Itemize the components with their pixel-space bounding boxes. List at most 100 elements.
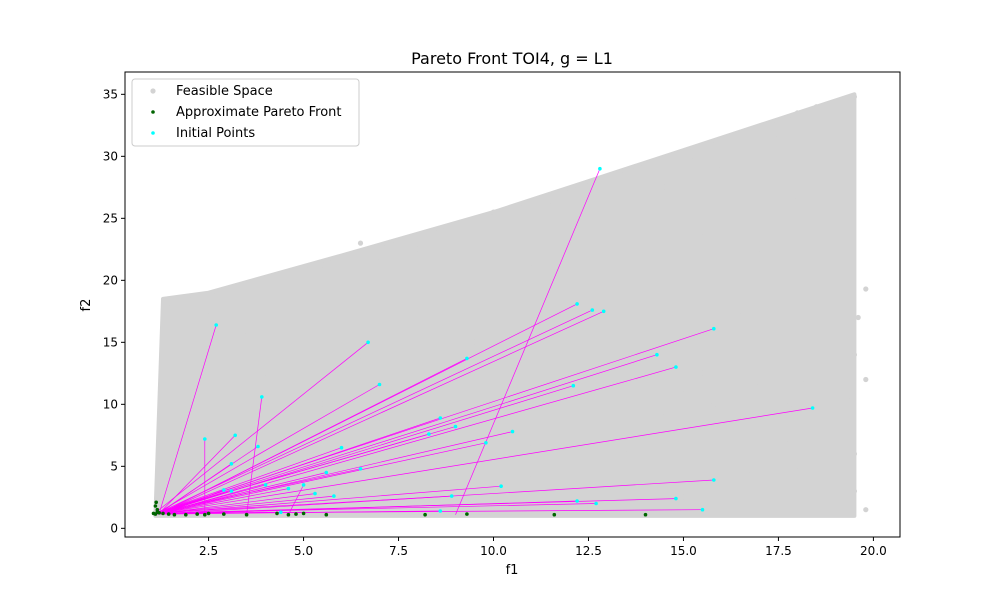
feasible-point [247, 283, 253, 290]
initial-point [222, 488, 226, 492]
initial-point [332, 494, 336, 498]
descent-path [159, 431, 513, 514]
feasible-point [737, 147, 744, 153]
feasible-point [863, 507, 869, 513]
x-tick-label: 5.0 [294, 544, 313, 558]
feasible-point [263, 370, 269, 376]
descent-path [158, 435, 236, 514]
feasible-point [623, 178, 630, 184]
descent-path [155, 447, 342, 514]
feasible-point [787, 401, 793, 407]
initial-point [601, 309, 606, 314]
x-tick-label: 2.5 [199, 544, 218, 558]
descent-path [159, 442, 486, 514]
initial-point [655, 352, 659, 357]
initial-point [229, 489, 234, 493]
feasible-point [749, 469, 755, 476]
plot-frame [124, 71, 901, 538]
pareto-point [166, 512, 171, 516]
feasible-point [301, 321, 307, 327]
initial-point [598, 166, 602, 171]
feasible-point [813, 283, 820, 290]
initial-point [339, 445, 344, 450]
pareto-point [154, 500, 158, 505]
feasible-point [794, 463, 801, 469]
feasible-point [756, 383, 763, 389]
descent-path [157, 309, 593, 514]
initial-point [575, 499, 579, 503]
initial-point [438, 509, 443, 513]
initial-point [674, 365, 678, 369]
initial-point [438, 416, 443, 420]
feasible-point [471, 414, 478, 420]
initial-point [712, 326, 716, 331]
descent-path [159, 488, 289, 514]
feasible-point [433, 463, 440, 469]
feasible-point [718, 166, 725, 172]
initial-point [449, 494, 454, 498]
feasible-point [851, 451, 858, 457]
y-axis-ticks: 0 5 10 15 20 25 30 35 [103, 87, 125, 535]
feasible-point [578, 190, 584, 197]
descent-path [159, 485, 502, 514]
feasible-point [737, 308, 744, 314]
feasible-point [376, 259, 383, 265]
initial-point [313, 491, 317, 496]
feasible-point [756, 178, 763, 184]
initial-point [377, 382, 382, 387]
feasible-point [282, 290, 288, 296]
feasible-point [623, 252, 630, 259]
feasible-point [851, 488, 858, 494]
feasible-point [851, 352, 858, 358]
legend-pareto-marker [151, 110, 155, 114]
initial-point [465, 356, 469, 361]
legend-feasible-marker [150, 88, 156, 94]
x-axis-ticks: 2.5 5.0 7.5 10.0 12.5 15.0 17.5 20.0 [199, 537, 887, 558]
pareto-point [286, 512, 291, 517]
y-tick-label: 5 [110, 459, 118, 473]
descent-path [155, 511, 281, 514]
feasible-point [471, 339, 478, 345]
pareto-point [222, 512, 226, 516]
feasible-point [661, 184, 668, 190]
descent-path [155, 384, 380, 515]
x-tick-label: 10.0 [480, 544, 507, 558]
descent-path [155, 342, 369, 514]
feasible-point [452, 240, 459, 246]
y-tick-label: 10 [103, 397, 118, 411]
feasible-point [319, 401, 326, 407]
pareto-point [423, 512, 427, 517]
initial-point [366, 340, 370, 345]
pareto-point [161, 511, 165, 516]
feasible-point [756, 246, 763, 252]
descent-paths [155, 168, 813, 515]
descent-path [158, 324, 217, 514]
feasible-space [153, 92, 869, 518]
descent-path [159, 463, 232, 514]
feasible-point [688, 153, 694, 159]
pareto-point [155, 507, 160, 512]
pareto-point [206, 511, 211, 516]
y-tick-label: 15 [103, 335, 118, 349]
feasible-point [244, 333, 250, 339]
feasible-point [642, 473, 649, 479]
y-tick-label: 25 [103, 211, 118, 225]
chart-title: Pareto Front TOI4, g = L1 [411, 49, 613, 68]
feasible-point [357, 240, 364, 246]
legend-initial-marker [151, 131, 155, 135]
descent-path [155, 503, 597, 514]
descent-path [157, 495, 452, 514]
feasible-point [832, 128, 839, 135]
feasible-point [840, 203, 846, 209]
descent-path [157, 354, 658, 514]
feasible-point [566, 407, 573, 414]
feasible-point [528, 265, 535, 271]
pareto-point [301, 511, 306, 516]
feasible-point [863, 286, 869, 292]
feasible-point [787, 438, 793, 445]
initial-points [203, 166, 815, 514]
initial-point [263, 483, 268, 487]
feasible-point [206, 426, 212, 432]
pareto-point [195, 512, 199, 516]
pareto-point [275, 511, 279, 516]
